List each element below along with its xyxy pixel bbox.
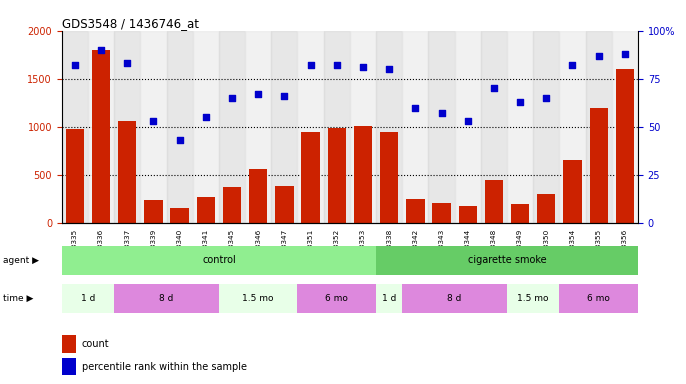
Bar	[114, 31, 141, 223]
Bar	[380, 131, 399, 223]
Point	[331, 62, 342, 68]
Bar	[559, 31, 586, 223]
Point	[226, 95, 237, 101]
Text: agent ▶: agent ▶	[3, 256, 39, 265]
Bar	[458, 206, 477, 223]
Bar	[62, 335, 76, 353]
Point	[619, 51, 630, 57]
Bar	[324, 31, 350, 223]
Point	[148, 118, 159, 124]
Text: time ▶: time ▶	[3, 294, 34, 303]
Text: control: control	[202, 255, 236, 265]
Bar	[402, 284, 507, 313]
Bar	[533, 31, 559, 223]
Bar	[406, 199, 425, 223]
Bar	[328, 127, 346, 223]
Point	[200, 114, 211, 120]
Text: 1.5 mo: 1.5 mo	[242, 294, 274, 303]
Text: 1 d: 1 d	[81, 294, 95, 303]
Bar	[537, 194, 556, 223]
Bar	[376, 246, 638, 275]
Bar	[144, 200, 163, 223]
Bar	[223, 187, 241, 223]
Point	[488, 85, 499, 91]
Bar	[376, 284, 402, 313]
Point	[567, 62, 578, 68]
Bar	[481, 31, 507, 223]
Text: 6 mo: 6 mo	[587, 294, 610, 303]
Bar	[586, 31, 612, 223]
Bar	[193, 31, 219, 223]
Point	[541, 95, 552, 101]
Point	[121, 60, 132, 66]
Bar	[271, 31, 298, 223]
Bar	[563, 161, 582, 223]
Bar	[275, 186, 294, 223]
Bar	[197, 197, 215, 223]
Bar	[432, 203, 451, 223]
Bar	[301, 131, 320, 223]
Point	[593, 53, 604, 59]
Point	[305, 62, 316, 68]
Point	[69, 62, 80, 68]
Text: 1.5 mo: 1.5 mo	[517, 294, 549, 303]
Bar	[402, 31, 429, 223]
Text: cigarette smoke: cigarette smoke	[468, 255, 546, 265]
Bar	[350, 31, 376, 223]
Text: GDS3548 / 1436746_at: GDS3548 / 1436746_at	[62, 17, 199, 30]
Bar	[559, 284, 638, 313]
Point	[95, 47, 106, 53]
Bar	[455, 31, 481, 223]
Bar	[612, 31, 638, 223]
Point	[252, 91, 263, 97]
Bar	[298, 284, 376, 313]
Bar	[507, 284, 559, 313]
Bar	[219, 284, 298, 313]
Text: count: count	[82, 339, 110, 349]
Text: 8 d: 8 d	[159, 294, 174, 303]
Bar	[589, 108, 608, 223]
Bar	[62, 358, 76, 375]
Bar	[66, 129, 84, 223]
Bar	[92, 50, 110, 223]
Bar	[616, 69, 634, 223]
Point	[462, 118, 473, 124]
Point	[279, 93, 290, 99]
Bar	[429, 31, 455, 223]
Bar	[219, 31, 245, 223]
Point	[436, 110, 447, 116]
Bar	[118, 121, 137, 223]
Text: 8 d: 8 d	[447, 294, 462, 303]
Point	[410, 104, 421, 111]
Bar	[170, 208, 189, 223]
Bar	[141, 31, 167, 223]
Bar	[376, 31, 402, 223]
Bar	[354, 126, 372, 223]
Bar	[167, 31, 193, 223]
Bar	[485, 180, 503, 223]
Bar	[249, 169, 268, 223]
Point	[383, 66, 394, 72]
Bar	[62, 31, 88, 223]
Bar	[62, 284, 114, 313]
Text: 1 d: 1 d	[382, 294, 397, 303]
Point	[357, 64, 368, 70]
Text: 6 mo: 6 mo	[325, 294, 348, 303]
Bar	[88, 31, 114, 223]
Bar	[62, 246, 376, 275]
Point	[514, 99, 525, 105]
Point	[174, 137, 185, 143]
Bar	[298, 31, 324, 223]
Bar	[507, 31, 533, 223]
Text: percentile rank within the sample: percentile rank within the sample	[82, 362, 247, 372]
Bar	[511, 204, 530, 223]
Bar	[245, 31, 271, 223]
Bar	[114, 284, 219, 313]
